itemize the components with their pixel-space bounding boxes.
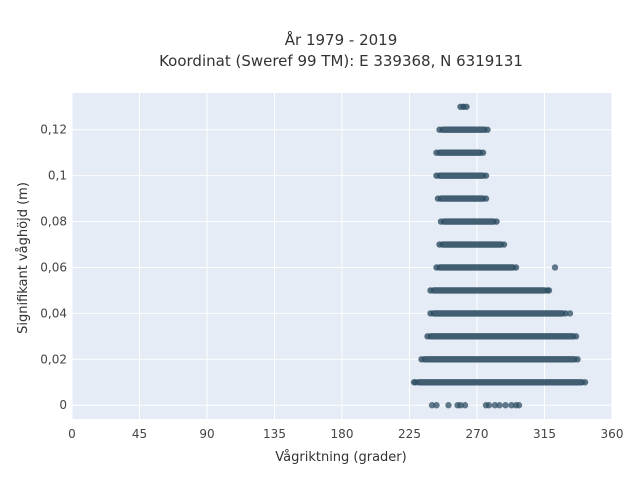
- data-point: [436, 241, 443, 248]
- data-point: [545, 287, 553, 294]
- data-point: [433, 264, 440, 271]
- y-tick-label: 0,02: [40, 352, 67, 366]
- data-point: [574, 356, 581, 363]
- x-axis-label: Vågriktning (grader): [275, 450, 406, 465]
- data-point: [461, 402, 469, 409]
- x-tick-label: 225: [398, 427, 421, 441]
- data-point: [512, 264, 520, 271]
- data-point: [508, 402, 515, 409]
- data-point: [572, 333, 580, 340]
- x-tick-label: 45: [132, 427, 147, 441]
- data-point: [410, 379, 418, 386]
- data-point-band: [427, 333, 576, 340]
- data-point-band: [438, 195, 486, 202]
- data-point: [427, 310, 434, 317]
- x-tick-label: 135: [263, 427, 286, 441]
- x-axis-ticks: 0 45 90 135 180 225 270 315 360: [68, 427, 623, 441]
- y-tick-label: 0: [59, 398, 67, 412]
- data-point: [551, 264, 559, 271]
- data-point: [437, 218, 445, 225]
- y-tick-label: 0,12: [40, 123, 67, 137]
- chart-title-line1: År 1979 - 2019: [285, 30, 398, 49]
- x-tick-label: 0: [68, 427, 76, 441]
- data-points: [410, 103, 589, 409]
- data-point: [433, 149, 440, 156]
- chart-title-line2: Koordinat (Sweref 99 TM): E 339368, N 63…: [159, 52, 523, 70]
- x-tick-label: 315: [533, 427, 556, 441]
- data-point: [434, 195, 442, 202]
- y-tick-label: 0,06: [40, 260, 67, 274]
- data-point: [566, 310, 574, 317]
- x-tick-label: 90: [199, 427, 214, 441]
- data-point-band: [439, 241, 504, 248]
- data-point: [433, 402, 440, 409]
- y-tick-label: 0,1: [48, 169, 67, 183]
- x-tick-label: 180: [331, 427, 354, 441]
- y-tick-label: 0,08: [40, 215, 67, 229]
- data-point: [485, 402, 493, 409]
- y-axis-label: Signifikant våghöjd (m): [16, 182, 31, 334]
- data-point: [502, 402, 509, 409]
- data-point: [484, 126, 491, 133]
- data-point: [491, 402, 499, 409]
- data-point: [445, 402, 452, 409]
- data-point: [493, 218, 500, 225]
- data-point-band: [421, 356, 578, 363]
- x-tick-label: 270: [466, 427, 489, 441]
- data-point: [562, 310, 569, 317]
- data-point: [427, 287, 434, 294]
- data-point: [515, 402, 523, 409]
- data-point: [424, 333, 431, 340]
- data-point: [482, 195, 490, 202]
- data-point: [496, 402, 503, 409]
- data-point: [500, 241, 508, 248]
- data-point-band: [415, 379, 585, 386]
- data-point: [457, 103, 464, 110]
- data-point-band: [439, 126, 488, 133]
- data-point: [482, 172, 490, 179]
- data-point: [479, 149, 487, 156]
- data-point: [581, 379, 589, 386]
- data-point-band: [436, 264, 516, 271]
- data-point-band: [436, 172, 486, 179]
- data-point-band: [436, 149, 483, 156]
- data-point: [436, 126, 443, 133]
- y-axis-ticks: 0 0,02 0,04 0,06 0,08 0,1 0,12: [40, 123, 67, 412]
- data-point: [418, 356, 425, 363]
- data-point: [433, 172, 440, 179]
- data-point-band: [430, 310, 566, 317]
- data-point: [457, 402, 464, 409]
- data-point-band: [430, 287, 548, 294]
- data-point-band: [441, 218, 497, 225]
- data-point: [428, 402, 436, 409]
- y-tick-label: 0,04: [40, 306, 67, 320]
- x-tick-label: 360: [601, 427, 624, 441]
- data-point: [463, 103, 470, 110]
